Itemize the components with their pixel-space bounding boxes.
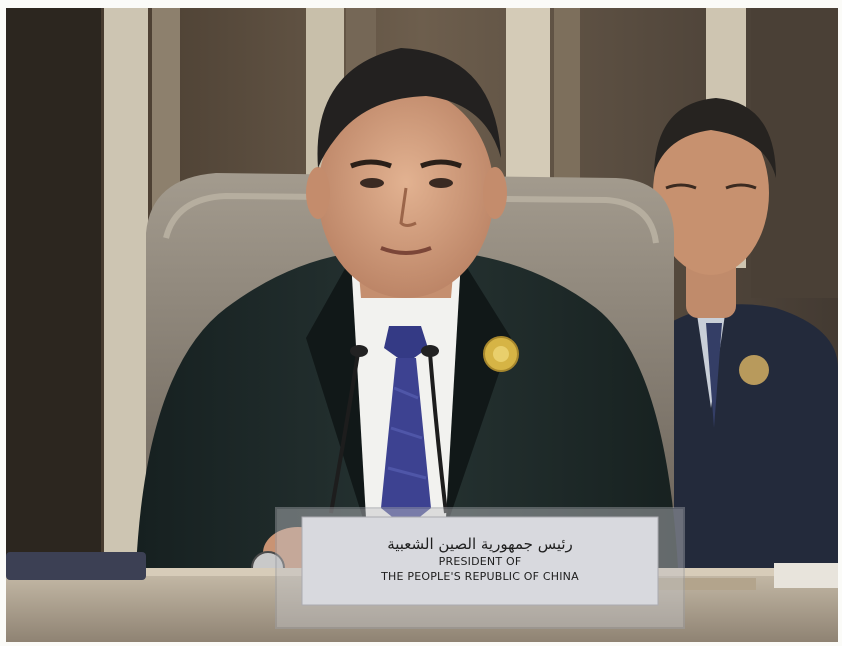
summit-photo bbox=[6, 8, 838, 642]
wall-stripe bbox=[104, 8, 148, 553]
photo-scene bbox=[6, 8, 838, 642]
nameplate-title-line-2: THE PEOPLE'S REPUBLIC OF CHINA bbox=[381, 570, 579, 583]
wall-stripe bbox=[554, 8, 580, 208]
nameplate-arabic-text: رئيس جمهورية الصين الشعبية bbox=[387, 535, 573, 553]
nameplate: رئيس جمهورية الصين الشعبية PRESIDENT OF … bbox=[302, 509, 658, 597]
nameplate-background bbox=[275, 507, 685, 629]
second-person bbox=[646, 98, 838, 588]
main-speaker bbox=[136, 48, 678, 579]
dark-panel-left bbox=[6, 8, 101, 642]
nameplate-title-line-1: PRESIDENT OF bbox=[438, 555, 522, 568]
